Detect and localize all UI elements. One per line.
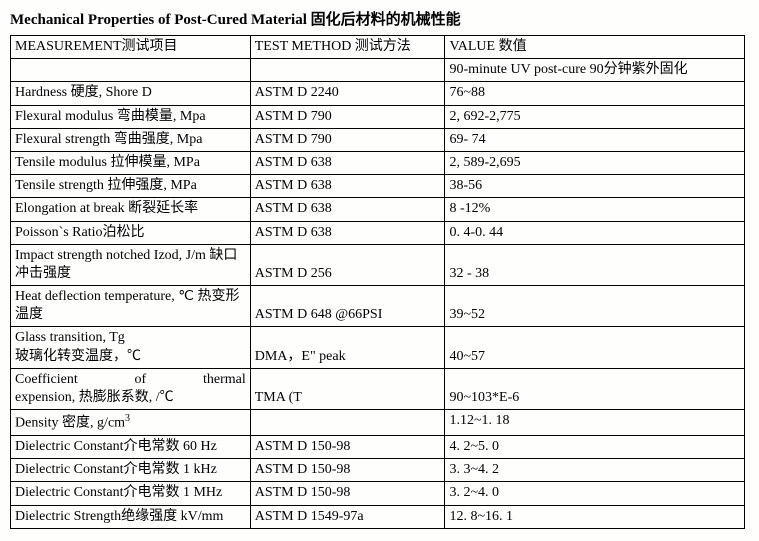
table-row: Coefficient of thermalexpension, 热膨胀系数, … (11, 368, 745, 409)
cell-method: TMA (T (250, 368, 445, 409)
cell-measurement: Glass transition, Tg玻璃化转变温度，℃ (11, 327, 251, 368)
table-row: Density 密度, g/cm3 1.12~1. 18 (11, 410, 745, 436)
cell-method: ASTM D 150-98 (250, 436, 445, 459)
table-row: Tensile modulus 拉伸模量, MPaASTM D 6382, 58… (11, 151, 745, 174)
table-row: Dielectric Constant介电常数 60 HzASTM D 150-… (11, 436, 745, 459)
cell-measurement: Dielectric Strength绝缘强度 kV/mm (11, 505, 251, 528)
table-row: Flexural strength 弯曲强度, MpaASTM D 79069-… (11, 128, 745, 151)
cell-value: 4. 2~5. 0 (445, 436, 745, 459)
cell-method: ASTM D 638 (250, 175, 445, 198)
header-value: VALUE 数值 (445, 36, 745, 59)
cell-measurement: Dielectric Constant介电常数 1 kHz (11, 459, 251, 482)
cell-method: ASTM D 648 @66PSI (250, 286, 445, 327)
cell-measurement: Dielectric Constant介电常数 60 Hz (11, 436, 251, 459)
table-row: Elongation at break 断裂延长率ASTM D 6388 -12… (11, 198, 745, 221)
cell-measurement: Coefficient of thermalexpension, 热膨胀系数, … (11, 368, 251, 409)
table-row: Dielectric Strength绝缘强度 kV/mmASTM D 1549… (11, 505, 745, 528)
cell-method: DMA，E" peak (250, 327, 445, 368)
header-method: TEST METHOD 测试方法 (250, 36, 445, 59)
cell-value: 2, 589-2,695 (445, 151, 745, 174)
cell-value: 69- 74 (445, 128, 745, 151)
cell-measurement: Dielectric Constant介电常数 1 MHz (11, 482, 251, 505)
cell-value: 2, 692-2,775 (445, 105, 745, 128)
cell-method: ASTM D 150-98 (250, 459, 445, 482)
cell-value: 0. 4-0. 44 (445, 221, 745, 244)
cell-measurement: Density 密度, g/cm3 (11, 410, 251, 436)
cell-measurement: Tensile modulus 拉伸模量, MPa (11, 151, 251, 174)
subheader-measurement (11, 59, 251, 82)
cell-value: 90~103*E-6 (445, 368, 745, 409)
table-row: Hardness 硬度, Shore DASTM D 224076~88 (11, 82, 745, 105)
table-row: Dielectric Constant介电常数 1 MHzASTM D 150-… (11, 482, 745, 505)
table-title: Mechanical Properties of Post-Cured Mate… (10, 8, 749, 29)
cell-measurement: Hardness 硬度, Shore D (11, 82, 251, 105)
cell-method (250, 410, 445, 436)
cell-value: 76~88 (445, 82, 745, 105)
cell-method: ASTM D 2240 (250, 82, 445, 105)
cell-measurement: Heat deflection temperature, ℃ 热变形温度 (11, 286, 251, 327)
cell-value: 40~57 (445, 327, 745, 368)
cell-measurement: Elongation at break 断裂延长率 (11, 198, 251, 221)
cell-method: ASTM D 790 (250, 128, 445, 151)
subheader-row: 90-minute UV post-cure 90分钟紫外固化 (11, 59, 745, 82)
cell-method: ASTM D 256 (250, 244, 445, 285)
properties-table: MEASUREMENT测试项目 TEST METHOD 测试方法 VALUE 数… (10, 35, 745, 529)
table-row: Heat deflection temperature, ℃ 热变形温度ASTM… (11, 286, 745, 327)
subheader-value: 90-minute UV post-cure 90分钟紫外固化 (445, 59, 745, 82)
cell-measurement: Impact strength notched Izod, J/m 缺口冲击强度 (11, 244, 251, 285)
cell-value: 1.12~1. 18 (445, 410, 745, 436)
table-row: Tensile strength 拉伸强度, MPaASTM D 63838-5… (11, 175, 745, 198)
table-row: Dielectric Constant介电常数 1 kHzASTM D 150-… (11, 459, 745, 482)
cell-value: 8 -12% (445, 198, 745, 221)
cell-value: 39~52 (445, 286, 745, 327)
header-measurement: MEASUREMENT测试项目 (11, 36, 251, 59)
cell-method: ASTM D 638 (250, 151, 445, 174)
cell-method: ASTM D 790 (250, 105, 445, 128)
table-row: Poisson`s Ratio泊松比ASTM D 6380. 4-0. 44 (11, 221, 745, 244)
table-row: Glass transition, Tg玻璃化转变温度，℃DMA，E" peak… (11, 327, 745, 368)
cell-method: ASTM D 638 (250, 198, 445, 221)
cell-measurement: Poisson`s Ratio泊松比 (11, 221, 251, 244)
table-row: Impact strength notched Izod, J/m 缺口冲击强度… (11, 244, 745, 285)
cell-value: 3. 3~4. 2 (445, 459, 745, 482)
cell-measurement: Flexural modulus 弯曲模量, Mpa (11, 105, 251, 128)
cell-value: 12. 8~16. 1 (445, 505, 745, 528)
subheader-method (250, 59, 445, 82)
cell-method: ASTM D 1549-97a (250, 505, 445, 528)
header-row: MEASUREMENT测试项目 TEST METHOD 测试方法 VALUE 数… (11, 36, 745, 59)
cell-method: ASTM D 150-98 (250, 482, 445, 505)
cell-measurement: Flexural strength 弯曲强度, Mpa (11, 128, 251, 151)
cell-method: ASTM D 638 (250, 221, 445, 244)
cell-measurement: Tensile strength 拉伸强度, MPa (11, 175, 251, 198)
table-row: Flexural modulus 弯曲模量, MpaASTM D 7902, 6… (11, 105, 745, 128)
cell-value: 32 - 38 (445, 244, 745, 285)
cell-value: 3. 2~4. 0 (445, 482, 745, 505)
cell-value: 38-56 (445, 175, 745, 198)
